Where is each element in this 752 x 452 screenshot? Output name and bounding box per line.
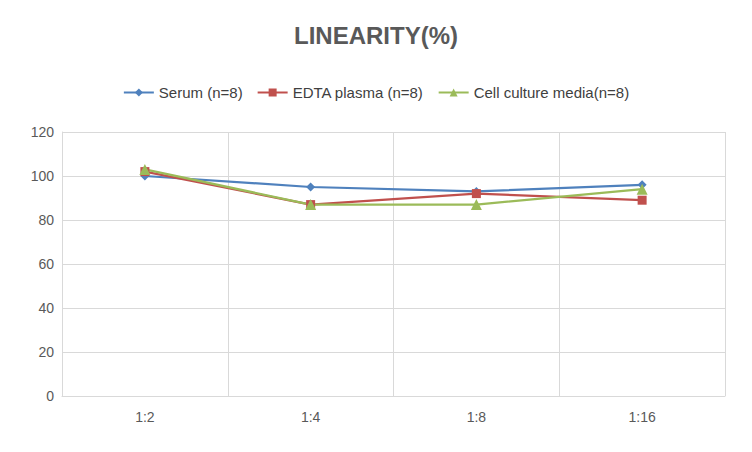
svg-text:1:4: 1:4 (301, 409, 321, 425)
svg-text:1:2: 1:2 (135, 409, 155, 425)
svg-text:Cell culture media(n=8): Cell culture media(n=8) (474, 84, 629, 101)
svg-text:60: 60 (38, 256, 54, 272)
svg-text:80: 80 (38, 212, 54, 228)
svg-text:1:16: 1:16 (629, 409, 656, 425)
svg-text:Serum (n=8): Serum (n=8) (159, 84, 243, 101)
svg-text:1:8: 1:8 (467, 409, 487, 425)
svg-text:100: 100 (31, 168, 55, 184)
svg-text:40: 40 (38, 300, 54, 316)
svg-text:EDTA plasma (n=8): EDTA plasma (n=8) (293, 84, 423, 101)
svg-text:120: 120 (31, 124, 55, 140)
svg-text:0: 0 (46, 388, 54, 404)
svg-text:20: 20 (38, 344, 54, 360)
svg-text:LINEARITY(%): LINEARITY(%) (294, 22, 458, 49)
